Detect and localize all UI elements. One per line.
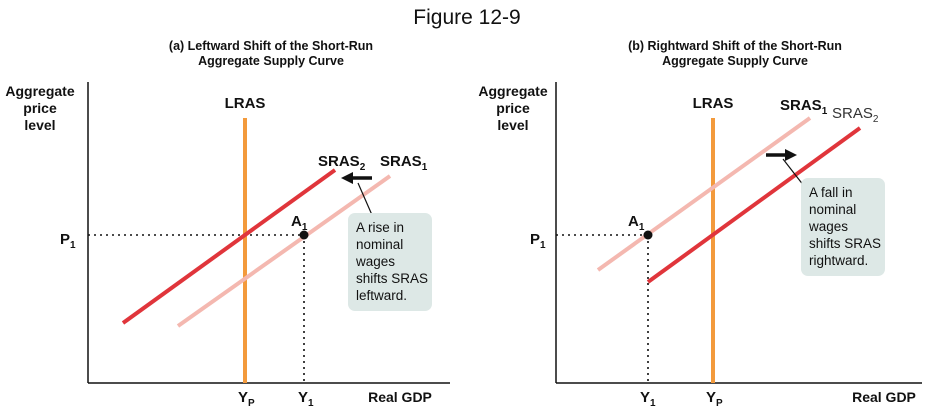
panel-b-p1-label: P1 (530, 231, 546, 251)
panel-a-callout-line4: shifts SRAS (356, 271, 428, 286)
panel-a-callout-line1: A rise in (356, 220, 404, 235)
panel-a-title-line2: Aggregate Supply Curve (198, 54, 344, 68)
panel-b: (b) Rightward Shift of the Short-Run Agg… (478, 39, 922, 408)
panel-a-sras1-label: SRAS1 (380, 153, 428, 173)
panel-b-y1-label: Y1 (640, 389, 656, 408)
panel-a-p1-label: P1 (60, 231, 76, 251)
panel-b-callout-line3: wages (808, 219, 848, 234)
panel-b-shift-arrow-icon (766, 149, 797, 161)
panel-b-sras1-line (596, 116, 812, 272)
panel-a-x-axis-label: Real GDP (368, 389, 432, 405)
panel-a-point-a1 (299, 230, 309, 240)
panel-a-title-line1: (a) Leftward Shift of the Short-Run (169, 39, 373, 53)
panel-b-title-line1: (b) Rightward Shift of the Short-Run (628, 39, 842, 53)
panel-a-sras1-line (176, 174, 392, 328)
panel-b-y-axis-label-1: Aggregate (478, 83, 547, 99)
panel-b-callout-line1: A fall in (809, 185, 853, 200)
panel-b-point-a1 (643, 230, 653, 240)
panel-b-callout-box (801, 178, 885, 276)
panel-b-y-axis-label-2: price (496, 100, 530, 116)
panel-a-yp-label: YP (238, 389, 255, 408)
panel-a-sras2-label: SRAS2 (318, 153, 366, 173)
panel-a-y1-label: Y1 (298, 389, 314, 408)
panel-b-point-label: A1 (628, 213, 645, 233)
panel-b-sras2-label: SRAS2 (832, 105, 879, 125)
panel-b-x-axis-label: Real GDP (852, 389, 916, 405)
panel-a-y-axis-label-1: Aggregate (5, 83, 74, 99)
panel-a-callout-pointer (357, 182, 373, 216)
panel-b-callout-pointer (782, 158, 805, 187)
panel-b-yp-label: YP (706, 389, 723, 408)
panel-a-callout-box (348, 213, 432, 311)
panel-a-lras-label: LRAS (225, 95, 266, 112)
figure-title: Figure 12-9 (413, 6, 520, 29)
panel-a-sras2-line (121, 168, 337, 325)
panel-a: (a) Leftward Shift of the Short-Run Aggr… (5, 39, 450, 408)
panel-b-callout-line4: shifts SRAS (809, 236, 881, 251)
panel-b-callout-line5: rightward. (809, 253, 868, 268)
panel-b-sras1-label: SRAS1 (780, 97, 828, 117)
panel-b-title-line2: Aggregate Supply Curve (662, 54, 808, 68)
panel-a-shift-arrow-icon (341, 172, 372, 184)
panel-b-y-axis-label-3: level (497, 117, 528, 133)
panel-a-y-axis-label-2: price (23, 100, 57, 116)
panel-a-callout-line3: wages (355, 254, 395, 269)
panel-b-callout-line2: nominal (809, 202, 856, 217)
panel-a-callout-line5: leftward. (356, 288, 407, 303)
panel-a-y-axis-label-3: level (24, 117, 55, 133)
panel-b-sras2-line (646, 126, 862, 284)
panel-b-lras-label: LRAS (693, 95, 734, 112)
panel-a-point-label: A1 (291, 213, 308, 233)
panel-a-callout-line2: nominal (356, 237, 403, 252)
